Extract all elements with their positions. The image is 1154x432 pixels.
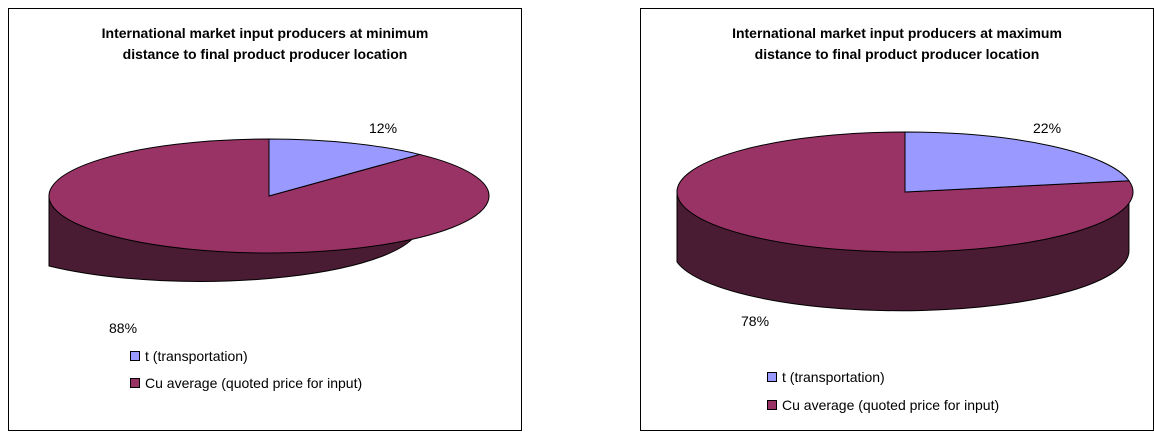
legend-swatch-transportation — [130, 351, 140, 361]
legend-item-transportation: t (transportation) — [130, 348, 248, 364]
chart-title: International market input producers at … — [29, 23, 501, 65]
data-label-cu-average: 78% — [741, 313, 769, 329]
slice-transportation — [904, 131, 1130, 193]
legend-swatch-cu-average — [130, 378, 140, 388]
data-label-transportation: 22% — [1033, 120, 1061, 136]
chart-panel-maximum: International market input producers at … — [640, 8, 1154, 431]
chart-title-line-2: distance to final product producer locat… — [122, 46, 408, 62]
legend-label-cu-average: Cu average (quoted price for input) — [145, 375, 363, 391]
legend-swatch-cu-average — [767, 400, 777, 410]
chart-title: International market input producers at … — [661, 23, 1133, 65]
chart-title-line-1: International market input producers at … — [732, 25, 1062, 41]
legend-item-transportation: t (transportation) — [767, 369, 885, 385]
legend-swatch-transportation — [767, 372, 777, 382]
data-label-cu-average: 88% — [109, 320, 137, 336]
data-label-transportation: 12% — [369, 120, 397, 136]
slice-transportation — [268, 138, 422, 197]
chart-title-line-2: distance to final product producer locat… — [754, 46, 1040, 62]
legend-label-transportation: t (transportation) — [145, 348, 248, 364]
legend-item-cu-average: Cu average (quoted price for input) — [767, 397, 999, 413]
legend-item-cu-average: Cu average (quoted price for input) — [130, 375, 362, 391]
pie-chart-3d: 12% 88% — [48, 120, 490, 336]
chart-panel-minimum: International market input producers at … — [8, 8, 522, 431]
pie-chart-3d: 22% 78% — [676, 120, 1134, 329]
legend-label-cu-average: Cu average (quoted price for input) — [782, 397, 1000, 413]
legend-label-transportation: t (transportation) — [782, 369, 885, 385]
chart-title-line-1: International market input producers at … — [101, 25, 429, 41]
